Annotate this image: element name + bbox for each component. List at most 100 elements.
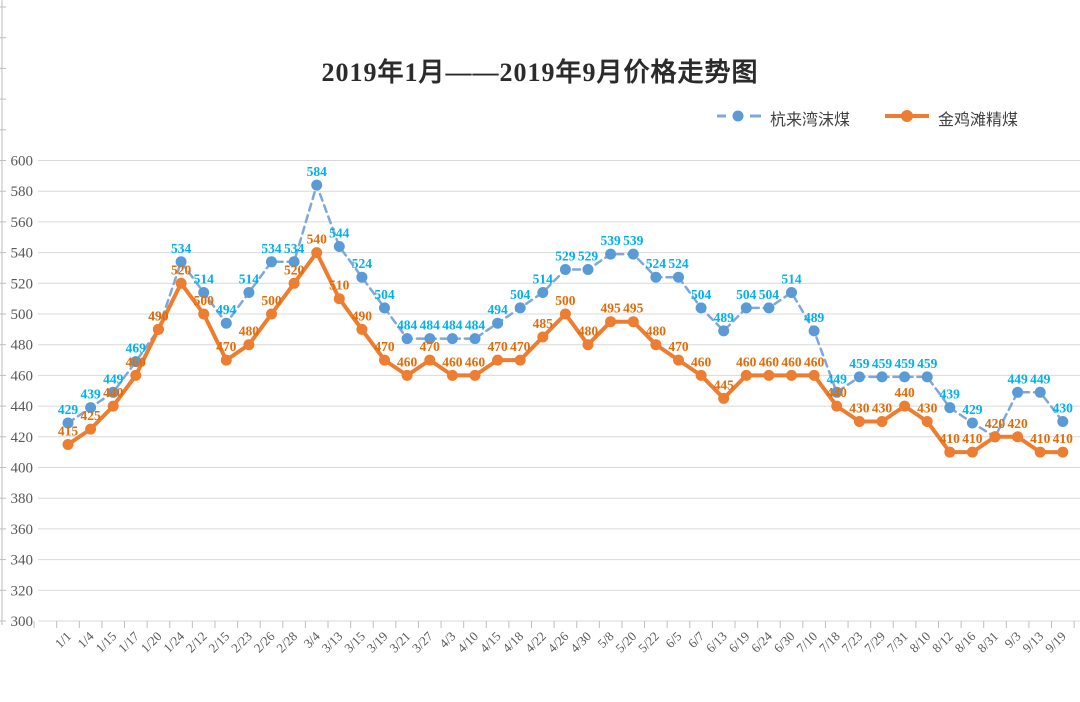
- data-point: [853, 371, 865, 383]
- data-label: 470: [216, 339, 237, 354]
- data-label: 470: [510, 339, 531, 354]
- data-label: 459: [849, 356, 870, 371]
- x-tick-label: 4/10: [454, 629, 481, 656]
- data-point: [876, 371, 888, 383]
- data-point: [198, 308, 210, 320]
- y-tick-label: 340: [11, 553, 34, 569]
- data-point: [62, 439, 74, 450]
- data-point: [627, 316, 639, 328]
- data-label: 544: [329, 226, 350, 241]
- data-label: 430: [917, 401, 938, 416]
- legend-item-jinjitan: 金鸡滩精煤: [884, 106, 1018, 130]
- data-point: [469, 369, 481, 381]
- y-tick-label: 360: [11, 522, 34, 538]
- legend-marker-solid-line-icon: [884, 109, 930, 128]
- data-label: 440: [894, 385, 915, 400]
- x-tick-label: 1/20: [138, 629, 165, 656]
- data-label: 539: [600, 233, 621, 248]
- data-label: 449: [1007, 371, 1028, 386]
- y-tick-label: 380: [11, 491, 34, 507]
- data-label: 520: [284, 262, 305, 277]
- x-tick-label: 7/29: [861, 629, 888, 656]
- gridlines: [38, 160, 1080, 622]
- data-point: [605, 248, 617, 260]
- data-point: [537, 331, 549, 343]
- data-point: [673, 271, 684, 283]
- x-tick-label: 9/19: [1042, 629, 1069, 656]
- data-label: 430: [872, 401, 893, 416]
- x-tick-label: 3/13: [318, 629, 345, 656]
- data-label: 504: [691, 287, 712, 302]
- data-point: [989, 431, 1001, 443]
- y-tick-label: 520: [11, 276, 34, 292]
- data-point: [808, 325, 820, 337]
- data-point: [537, 287, 549, 298]
- data-point: [85, 423, 97, 435]
- data-point: [944, 446, 956, 458]
- data-label: 449: [1030, 371, 1051, 386]
- data-label: 500: [261, 293, 282, 308]
- data-point: [446, 369, 458, 381]
- data-point: [740, 369, 752, 381]
- x-tick-label: 4/3: [436, 629, 458, 651]
- x-tick-label: 6/30: [771, 629, 798, 656]
- data-label: 460: [759, 354, 780, 369]
- data-label: 534: [284, 241, 305, 256]
- data-point: [853, 416, 865, 427]
- data-label: 510: [329, 278, 350, 293]
- data-label: 500: [194, 293, 215, 308]
- data-label: 495: [623, 301, 644, 316]
- x-tick-label: 5/22: [635, 629, 662, 656]
- data-point: [899, 371, 911, 383]
- y-tick-label: 320: [11, 583, 34, 599]
- data-point: [220, 354, 232, 366]
- data-label: 460: [126, 354, 147, 369]
- data-point: [198, 287, 210, 298]
- data-point: [1012, 386, 1024, 398]
- data-point: [695, 369, 707, 381]
- x-tick-label: 7/18: [816, 629, 843, 656]
- data-label: 495: [600, 301, 621, 316]
- data-label: 420: [1007, 416, 1028, 431]
- x-tick-label: 6/19: [725, 629, 752, 656]
- data-point: [740, 302, 752, 314]
- data-label: 459: [894, 356, 915, 371]
- data-label: 449: [827, 371, 848, 386]
- data-label: 534: [261, 241, 282, 256]
- data-label: 460: [465, 354, 486, 369]
- y-tick-label: 440: [11, 399, 34, 415]
- y-tick-label: 580: [11, 184, 34, 200]
- data-point: [899, 400, 911, 412]
- data-label: 514: [194, 272, 215, 287]
- data-label: 514: [533, 272, 554, 287]
- data-label: 460: [781, 354, 802, 369]
- data-label: 484: [442, 318, 463, 333]
- data-point: [107, 386, 119, 398]
- data-point: [175, 277, 187, 289]
- data-label: 420: [985, 416, 1006, 431]
- data-label: 415: [58, 424, 79, 439]
- data-label: 430: [849, 401, 870, 416]
- y-tick-label: 480: [11, 338, 34, 354]
- data-point: [1034, 446, 1046, 458]
- x-tick-label: 7/31: [884, 629, 911, 656]
- data-point: [627, 248, 639, 260]
- data-point: [582, 339, 594, 351]
- data-label: 429: [962, 402, 983, 417]
- data-label: 529: [555, 249, 576, 264]
- y-tick-label: 420: [11, 430, 34, 446]
- y-axis-labels: 300 320 340 360 380 400 420 440 460 480 500 520 540 5…: [11, 154, 34, 631]
- x-tick-label: 1/17: [115, 628, 142, 655]
- y-tick-label: 540: [11, 246, 34, 262]
- data-point: [763, 369, 775, 381]
- x-axis-labels: 1/1 1/41/151/171/201/242/122/152/232/262/…: [52, 628, 1069, 655]
- data-point: [266, 256, 277, 268]
- data-label: 460: [442, 354, 463, 369]
- data-label: 524: [668, 256, 689, 271]
- data-point: [650, 339, 662, 351]
- chart-legend: 杭来湾沫煤 金鸡滩精煤: [716, 106, 1018, 130]
- data-label: 504: [374, 287, 395, 302]
- data-label: 470: [374, 339, 395, 354]
- data-label: 494: [216, 302, 237, 317]
